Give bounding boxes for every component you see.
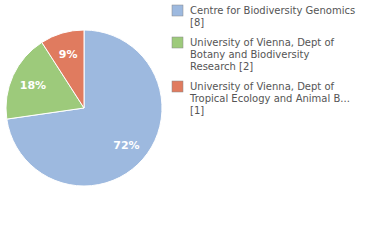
legend-line: Tropical Ecology and Animal B... <box>189 93 350 104</box>
data-label: 18% <box>20 79 46 92</box>
legend-swatch <box>172 5 183 16</box>
legend-line: Research [2] <box>190 61 253 72</box>
slices <box>6 30 162 186</box>
legend-line: Botany and Biodiversity <box>190 49 309 60</box>
legend-swatch <box>172 37 183 48</box>
legend: Centre for Biodiversity Genomics[8] Unive… <box>172 5 355 116</box>
legend-line: University of Vienna, Dept of <box>190 37 335 48</box>
legend-label: Centre for Biodiversity Genomics[8] <box>190 5 355 28</box>
pie-slice <box>42 30 84 108</box>
chart: 72% 18% 9% Centre for Biodiversity Genomics… <box>0 0 380 240</box>
data-label: 9% <box>59 48 78 61</box>
pie-slice <box>7 30 162 186</box>
data-label: 72% <box>113 139 139 152</box>
legend-line: University of Vienna, Dept of <box>190 81 335 92</box>
legend-swatch <box>172 81 183 92</box>
legend-line: [8] <box>190 17 204 28</box>
legend-label: University of Vienna, Dept ofTropical Ec… <box>189 81 350 116</box>
legend-line: [1] <box>190 105 204 116</box>
data-labels: 72% 18% 9% <box>20 48 140 152</box>
legend-label: University of Vienna, Dept ofBotany and … <box>190 37 335 72</box>
legend-line: Centre for Biodiversity Genomics <box>190 5 355 16</box>
